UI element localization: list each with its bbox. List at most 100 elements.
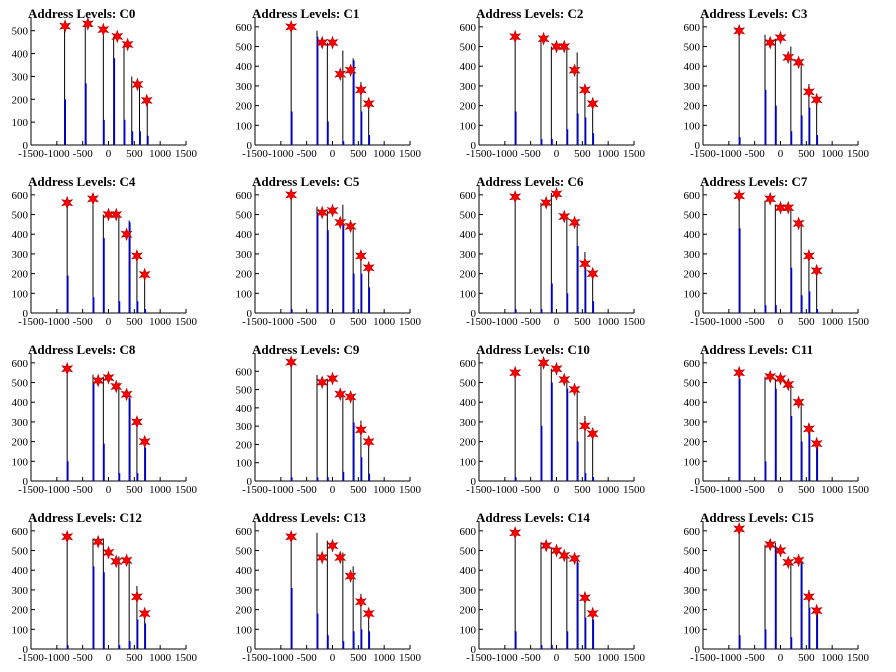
y-tick-label: 400 — [12, 229, 29, 241]
level-marker — [121, 37, 134, 52]
chart-plot: 0 100 200 300 400 500 600 -1500 -1000 -500 0 500 100… — [684, 185, 870, 328]
chart-title: Address Levels: C13 — [252, 510, 366, 525]
x-tick-label: 1500 — [623, 316, 646, 328]
y-tick-label: 300 — [684, 81, 701, 93]
chart-plot: 0 100 200 300 400 500 600 -1500 -1000 -500 0 500 100… — [12, 185, 198, 328]
y-tick-label: 300 — [684, 417, 701, 429]
y-tick-label: 400 — [236, 61, 253, 73]
x-tick-label: 500 — [126, 148, 143, 160]
level-marker — [733, 23, 746, 38]
chart-panel: 0 100 200 300 400 500 600 -1500 -1000 -500 0 500 100… — [448, 0, 672, 168]
x-tick-label: 1500 — [847, 316, 870, 328]
x-tick-label: 500 — [350, 148, 367, 160]
x-tick-label: -1500 — [18, 484, 44, 496]
level-marker — [130, 415, 143, 429]
y-tick-label: 600 — [460, 358, 477, 370]
x-tick-label: 0 — [554, 484, 560, 496]
x-tick-label: -500 — [521, 484, 542, 496]
y-tick-label: 400 — [460, 397, 477, 409]
x-tick-label: 1000 — [821, 652, 844, 664]
y-tick-label: 200 — [12, 94, 29, 106]
y-tick-label: 0 — [695, 476, 701, 488]
level-marker — [102, 545, 115, 560]
y-tick-label: 100 — [236, 120, 253, 132]
x-tick-label: -1000 — [268, 652, 294, 664]
x-tick-label: 0 — [554, 652, 560, 664]
level-marker — [509, 365, 522, 380]
x-tick-label: 0 — [106, 148, 112, 160]
chart-panel: 0 100 200 300 400 500 600 -1500 -1000 -500 0 500 100… — [0, 168, 224, 336]
level-marker — [568, 63, 581, 78]
y-tick-label: 600 — [460, 22, 477, 34]
y-tick-label: 200 — [12, 269, 29, 281]
y-tick-label: 600 — [12, 190, 29, 202]
x-tick-label: 0 — [778, 316, 784, 328]
level-marker — [326, 371, 339, 386]
level-marker — [120, 553, 133, 568]
x-tick-label: 0 — [330, 484, 336, 496]
x-tick-label: 1500 — [399, 148, 422, 160]
y-tick-label: 200 — [684, 101, 701, 113]
y-tick-label: 500 — [460, 210, 477, 222]
x-tick-label: 0 — [554, 316, 560, 328]
x-tick-label: 1500 — [847, 148, 870, 160]
chart-panel: 0 100 200 300 400 500 600 -1500 -1000 -500 0 500 100… — [224, 336, 448, 504]
y-tick-label: 200 — [460, 101, 477, 113]
chart-title: Address Levels: C0 — [28, 6, 136, 21]
x-tick-label: 1500 — [399, 484, 422, 496]
y-tick-label: 500 — [236, 210, 253, 222]
x-tick-label: -1500 — [242, 652, 268, 664]
y-tick-label: 300 — [236, 81, 253, 93]
level-marker — [285, 19, 298, 34]
level-marker — [326, 203, 339, 218]
level-marker — [111, 29, 124, 44]
level-marker — [578, 256, 591, 271]
y-tick-label: 300 — [684, 585, 701, 597]
x-tick-label: 1000 — [597, 652, 620, 664]
chart-plot: 0 100 200 300 400 500 600 -1500 -1000 -500 0 500 100… — [460, 353, 646, 496]
y-tick-label: 300 — [12, 71, 29, 83]
level-marker — [334, 215, 347, 230]
level-marker — [326, 35, 339, 50]
y-tick-label: 0 — [695, 644, 701, 656]
y-tick-label: 100 — [460, 288, 477, 300]
level-marker — [774, 30, 787, 45]
chart-title: Address Levels: C11 — [700, 342, 814, 357]
level-marker — [810, 92, 823, 107]
y-tick-label: 100 — [12, 117, 29, 129]
x-tick-label: -1000 — [492, 484, 518, 496]
y-tick-label: 100 — [684, 624, 701, 636]
y-tick-label: 400 — [12, 565, 29, 577]
chart-panel: 0 100 200 300 400 500 600 -1500 -1000 -500 0 500 100… — [0, 504, 224, 672]
y-tick-label: 0 — [23, 308, 29, 320]
y-tick-label: 500 — [12, 210, 29, 222]
level-marker — [558, 548, 571, 563]
chart-panel: 0 100 200 300 400 500 600 -1500 -1000 -500 0 500 100… — [224, 504, 448, 672]
level-marker — [362, 260, 375, 275]
y-tick-label: 600 — [12, 526, 29, 538]
x-tick-label: -1500 — [690, 148, 716, 160]
level-marker — [586, 426, 599, 441]
chart-panel: 0 100 200 300 400 500 -1500 -1000 -500 0 500 1000 15… — [0, 0, 224, 168]
x-tick-label: -500 — [745, 484, 766, 496]
level-marker — [774, 200, 787, 215]
level-marker — [316, 375, 329, 390]
x-tick-label: 1500 — [623, 484, 646, 496]
y-tick-label: 100 — [236, 458, 253, 470]
y-tick-label: 100 — [12, 288, 29, 300]
chart-panel: 0 100 200 300 400 500 600 -1500 -1000 -500 0 500 100… — [224, 168, 448, 336]
y-tick-label: 100 — [460, 456, 477, 468]
y-tick-label: 600 — [236, 526, 253, 538]
y-tick-label: 100 — [236, 624, 253, 636]
y-tick-label: 200 — [236, 439, 253, 451]
y-tick-label: 200 — [12, 605, 29, 617]
x-tick-label: 1000 — [821, 316, 844, 328]
x-tick-label: 1000 — [597, 148, 620, 160]
x-tick-label: -500 — [73, 148, 94, 160]
y-tick-label: 500 — [684, 42, 701, 54]
level-marker — [354, 422, 367, 437]
level-marker — [782, 377, 795, 392]
x-tick-label: -500 — [521, 316, 542, 328]
x-tick-label: -500 — [73, 652, 94, 664]
level-marker — [354, 594, 367, 609]
